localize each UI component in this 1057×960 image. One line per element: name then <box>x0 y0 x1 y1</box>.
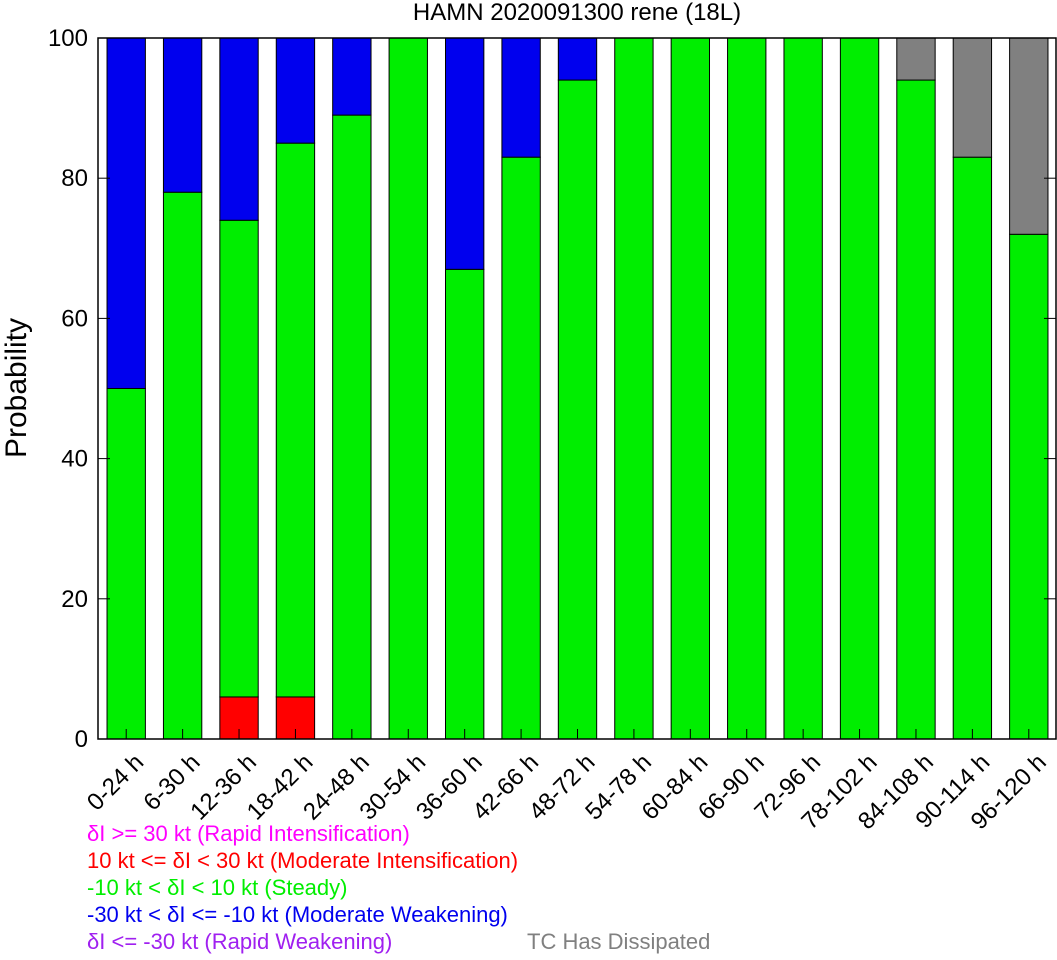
y-tick-label-80: 80 <box>61 165 88 192</box>
bar-96-120h-series-5 <box>1009 37 1049 235</box>
bar-36-60h-series-3 <box>444 37 485 270</box>
legend-item-steady: -10 kt < δI < 10 kt (Steady) <box>87 875 348 900</box>
y-ticks-group: 0 20 40 60 80 100 <box>48 25 1056 753</box>
bar-90-114h-series-5 <box>952 37 993 158</box>
bar-78-102h-series-2 <box>839 37 880 740</box>
y-tick-label-40: 40 <box>61 446 88 473</box>
chart-title: HAMN 2020091300 rene (18L) <box>413 0 741 26</box>
legend-item-dissipated: TC Has Dissipated <box>527 929 711 954</box>
bar-36-60h-series-2 <box>444 268 485 740</box>
bar-90-114h-series-2 <box>952 156 993 740</box>
bar-54-78h-series-2 <box>614 37 654 740</box>
bar-24-48h-series-3 <box>332 37 372 116</box>
legend: δI >= 30 kt (Rapid Intensification) 10 k… <box>87 820 710 955</box>
bar-96-120h-series-2 <box>1009 233 1049 740</box>
bar-0-24h-series-2 <box>106 388 146 740</box>
bar-60-84h-series-2 <box>670 37 711 740</box>
bar-30-54h-series-2 <box>388 37 428 740</box>
bar-84-108h-series-2 <box>896 79 936 740</box>
bar-18-42h-series-2 <box>275 142 316 698</box>
bar-6-30h-series-3 <box>162 37 203 193</box>
y-tick-label-60: 60 <box>61 305 88 332</box>
bar-12-36h-series-3 <box>219 37 259 221</box>
legend-item-rapid-weakening: δI <= -30 kt (Rapid Weakening) <box>87 929 393 954</box>
bar-12-36h-series-2 <box>219 219 259 698</box>
bar-72-96h-series-2 <box>783 37 823 740</box>
legend-item-rapid-intensification: δI >= 30 kt (Rapid Intensification) <box>87 821 410 846</box>
bar-84-108h-series-5 <box>896 37 936 81</box>
bar-42-66h-series-3 <box>501 37 541 158</box>
legend-item-moderate-weakening: -30 kt < δI <= -10 kt (Moderate Weakenin… <box>87 902 508 927</box>
y-tick-label-0: 0 <box>75 726 88 753</box>
bar-48-72h-series-3 <box>557 37 598 81</box>
bar-42-66h-series-2 <box>501 156 541 740</box>
y-tick-label-20: 20 <box>61 586 88 613</box>
bar-18-42h-series-3 <box>275 37 316 144</box>
y-axis-label: Probability <box>0 318 33 458</box>
bar-0-24h-series-3 <box>106 37 146 389</box>
bar-48-72h-series-2 <box>557 79 598 740</box>
y-tick-label-100: 100 <box>48 25 88 52</box>
bar-66-90h-series-2 <box>727 37 767 740</box>
bar-24-48h-series-2 <box>332 114 372 740</box>
bar-6-30h-series-2 <box>162 191 203 740</box>
bars-group <box>106 37 1049 740</box>
legend-item-moderate-intensification: 10 kt <= δI < 30 kt (Moderate Intensific… <box>87 848 519 873</box>
x-tick-label-0: 0-24 h <box>82 749 149 816</box>
